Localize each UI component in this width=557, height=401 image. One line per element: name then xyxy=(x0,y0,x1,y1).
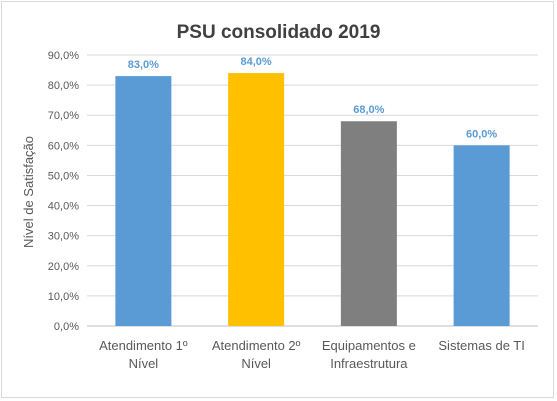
y-tick-label: 50,0% xyxy=(48,170,79,182)
data-label: 68,0% xyxy=(353,104,384,116)
bar xyxy=(340,121,397,326)
bars xyxy=(115,73,510,326)
y-tick-label: 40,0% xyxy=(48,201,79,213)
y-tick-label: 70,0% xyxy=(48,110,79,122)
x-tick-label: Atendimento 2º xyxy=(212,338,301,353)
y-axis-label: Nível de Satisfação xyxy=(21,136,36,248)
bar xyxy=(228,73,285,326)
bar xyxy=(115,76,172,326)
y-tick-label: 10,0% xyxy=(48,291,79,303)
y-tick-label: 60,0% xyxy=(48,140,79,152)
y-tick-label: 30,0% xyxy=(48,231,79,243)
x-tick-label: Nível xyxy=(129,356,159,371)
y-tick-label: 0,0% xyxy=(54,321,79,333)
y-tick-label: 90,0% xyxy=(48,50,79,62)
bar xyxy=(453,145,510,326)
x-tick-label: Atendimento 1º xyxy=(99,338,188,353)
x-tick-label: Nível xyxy=(241,356,271,371)
y-tick-label: 20,0% xyxy=(48,261,79,273)
x-tick-label: Sistemas de TI xyxy=(438,338,524,353)
x-tick-label: Infraestrutura xyxy=(330,356,408,371)
data-label: 60,0% xyxy=(466,128,497,140)
data-label: 83,0% xyxy=(128,59,159,71)
chart-title: PSU consolidado 2019 xyxy=(176,22,381,43)
y-tick-label: 80,0% xyxy=(48,80,79,92)
data-labels: 83,0% 84,0% 68,0% 60,0% xyxy=(128,56,498,140)
data-label: 84,0% xyxy=(241,56,272,68)
x-tick-label: Equipamentos e xyxy=(322,338,416,353)
y-tick-labels: 0,0% 10,0% 20,0% 30,0% 40,0% 50,0% 60,0% 70,0% 8… xyxy=(48,50,79,333)
x-tick-labels: Atendimento 1º Nível Atendimento 2º Nível Eq… xyxy=(99,338,525,371)
